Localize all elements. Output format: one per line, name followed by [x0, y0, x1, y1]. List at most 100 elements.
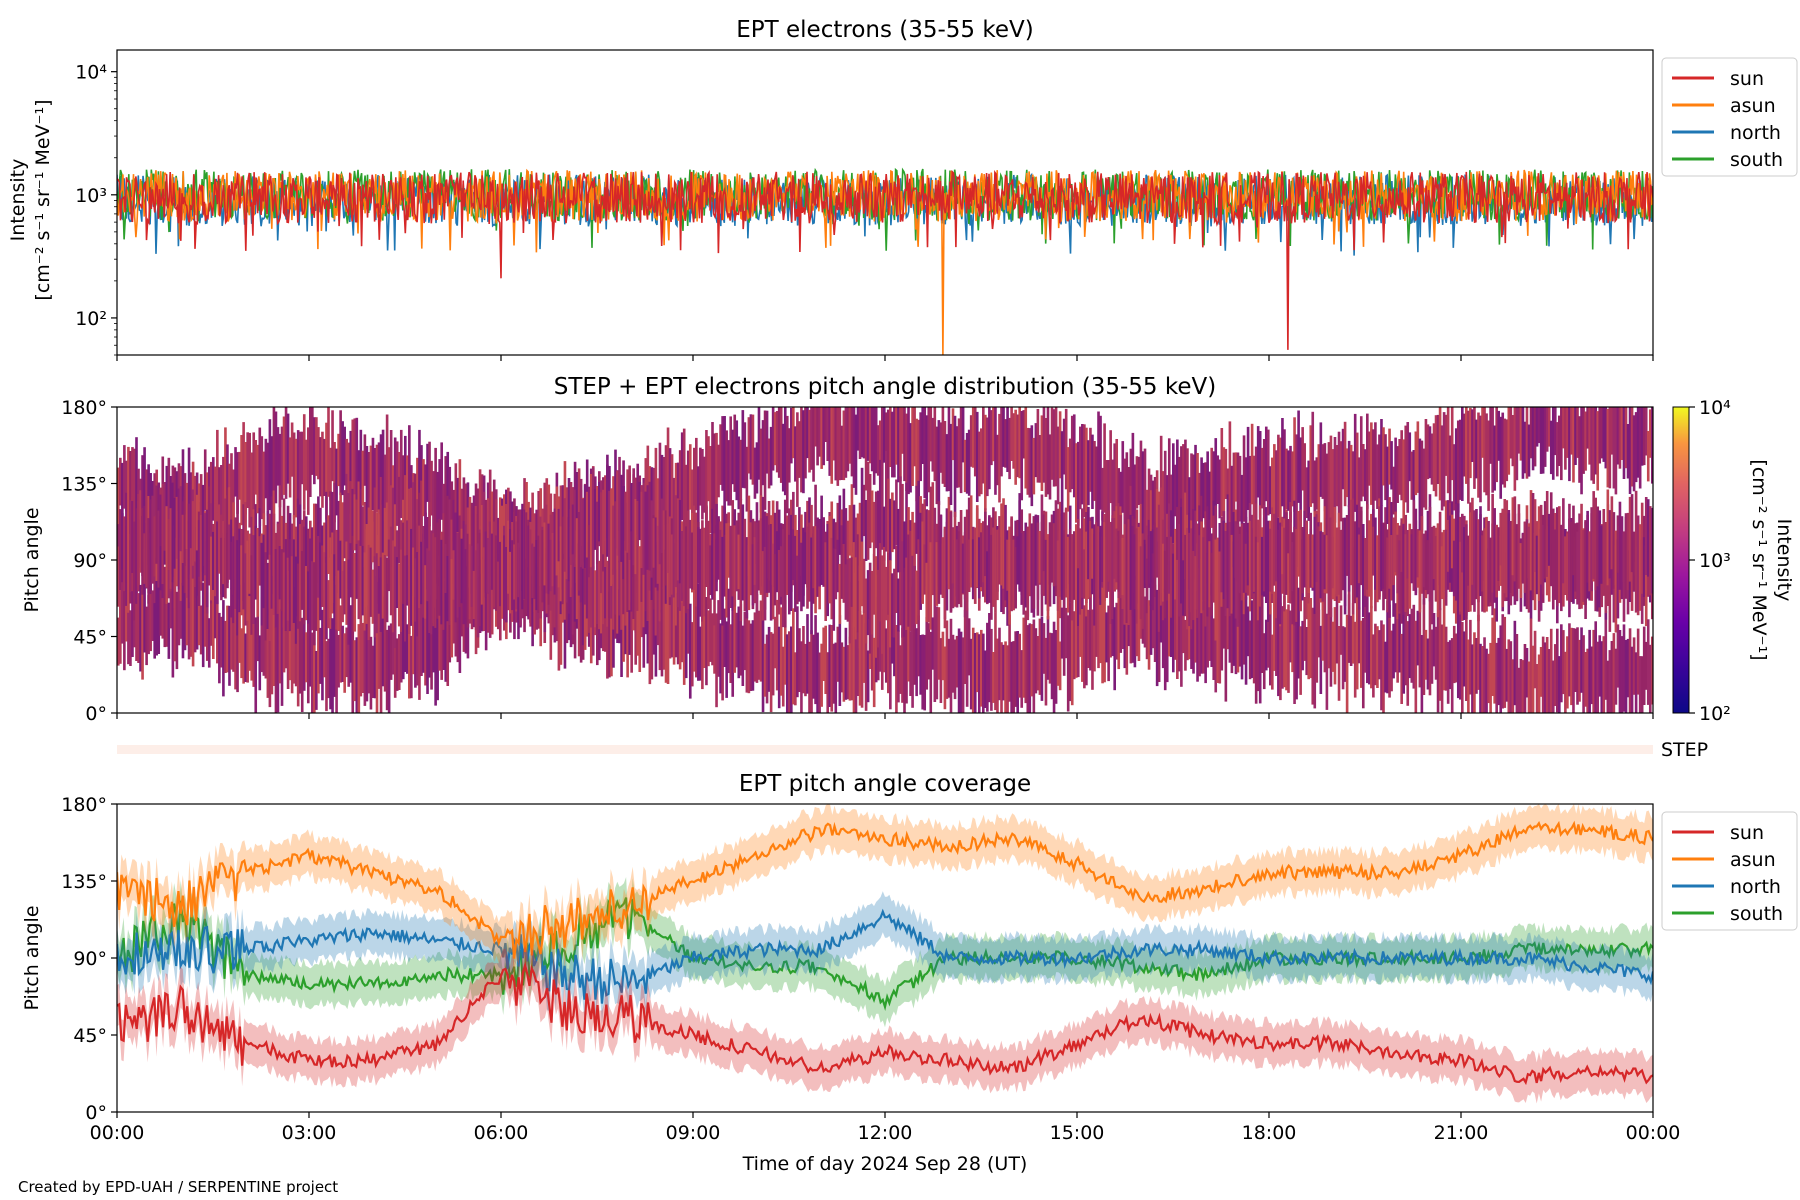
coverage-legend-label-sun: sun: [1730, 822, 1764, 844]
pad-bin: [1004, 504, 1007, 601]
pad-bin: [1190, 528, 1193, 630]
pad-bin: [1064, 507, 1068, 598]
pad-bin: [1555, 422, 1559, 477]
pad-bin: [697, 584, 700, 681]
pad-bin: [1574, 523, 1577, 592]
pad-bin: [1458, 605, 1462, 700]
pad-bin: [385, 557, 389, 623]
pad-bin: [787, 631, 791, 713]
pad-bin: [1210, 447, 1214, 528]
pad-bin: [139, 490, 142, 573]
pad-bin: [1513, 496, 1517, 582]
pad-bin: [393, 546, 397, 648]
pad-bin: [1277, 529, 1280, 621]
pad-bin: [779, 407, 783, 483]
pad-bin: [598, 481, 601, 542]
pad-bin: [1410, 534, 1414, 584]
pad-bin: [1271, 457, 1274, 508]
pad-bin: [1456, 598, 1460, 699]
pad-bin: [1226, 594, 1230, 650]
pad-bin: [1586, 648, 1589, 713]
pad-bin: [1456, 420, 1460, 513]
pad-bin: [614, 501, 617, 581]
pad-bin: [816, 632, 819, 713]
pad-bin: [1218, 459, 1222, 519]
pad-bin: [1165, 536, 1169, 601]
pad-bin: [397, 563, 401, 627]
pad-bin: [505, 547, 508, 623]
pad-bin: [1054, 500, 1058, 586]
pad-bin: [854, 517, 858, 573]
pad-bin: [965, 607, 969, 707]
pad-bin: [1149, 531, 1153, 606]
pad-bin: [401, 602, 405, 680]
pad-bin: [177, 581, 181, 646]
pad-bin: [1347, 504, 1351, 592]
pad-bin: [278, 433, 282, 508]
pad-bin: [545, 504, 549, 594]
pad-bin: [191, 501, 195, 566]
pad-bin: [695, 437, 698, 511]
pad-bin: [684, 579, 688, 679]
pad-bin: [1206, 506, 1209, 584]
pad-bin: [1576, 627, 1579, 705]
pad-bin: [1093, 441, 1096, 501]
pad-bin: [1277, 597, 1280, 697]
pad-bin: [238, 451, 241, 500]
pad-bin: [889, 498, 892, 561]
pad-bin: [1602, 509, 1606, 578]
pad-bin: [996, 529, 999, 601]
pad-bin: [1345, 515, 1349, 576]
pad-bin: [371, 437, 375, 511]
pad-bin: [933, 507, 937, 565]
pad-bin: [414, 597, 417, 688]
pad-bin: [630, 529, 633, 612]
pad-bin: [1343, 421, 1347, 507]
pad-bin: [1446, 641, 1450, 704]
pad-bin: [848, 505, 852, 556]
pad-bin: [1335, 591, 1339, 664]
pad-bin: [1616, 624, 1620, 688]
pad-bin: [1388, 428, 1391, 485]
pad-bin: [1642, 537, 1646, 597]
pad-bin: [1620, 516, 1624, 600]
pad-bin: [294, 633, 298, 687]
pad-bin: [1624, 640, 1628, 713]
coverage-xtick-label: 15:00: [1050, 1122, 1105, 1144]
pad-bin: [1315, 581, 1319, 683]
pad-bin: [311, 561, 314, 631]
pad-bin: [319, 507, 322, 567]
pad-bin: [1204, 462, 1207, 525]
pad-bin: [725, 621, 728, 698]
pad-bin: [1349, 444, 1353, 509]
pad-bin: [1030, 624, 1034, 697]
pad-bin: [1157, 597, 1161, 682]
pad-bin: [1644, 545, 1648, 627]
pad-bin: [757, 610, 761, 680]
pad-colorbar-tick-label: 10²: [1699, 703, 1731, 725]
pad-bin: [1234, 605, 1238, 675]
pad-bin: [379, 434, 383, 515]
pad-bin: [414, 497, 417, 569]
pad-bin: [1050, 407, 1054, 480]
pad-bin: [731, 429, 735, 485]
pad-bin: [933, 407, 937, 482]
pad-bin: [1634, 652, 1638, 713]
pad-bin: [662, 510, 666, 590]
pad-bin: [808, 522, 811, 602]
pad-bin: [1564, 407, 1567, 470]
pad-bin: [1188, 532, 1191, 627]
pad-bin: [1533, 407, 1537, 467]
pad-bin: [998, 627, 1001, 701]
pad-bin: [1343, 517, 1347, 615]
pad-bin: [1030, 536, 1034, 597]
pad-bin: [808, 409, 811, 473]
pad-bin: [147, 518, 150, 604]
pad-bin: [880, 454, 884, 550]
pad-bin: [893, 500, 896, 550]
pad-bin: [864, 623, 868, 711]
pad-bin: [747, 620, 751, 694]
pad-bin: [693, 505, 696, 590]
pad-bin: [1319, 531, 1323, 599]
pad-bin: [367, 605, 371, 694]
